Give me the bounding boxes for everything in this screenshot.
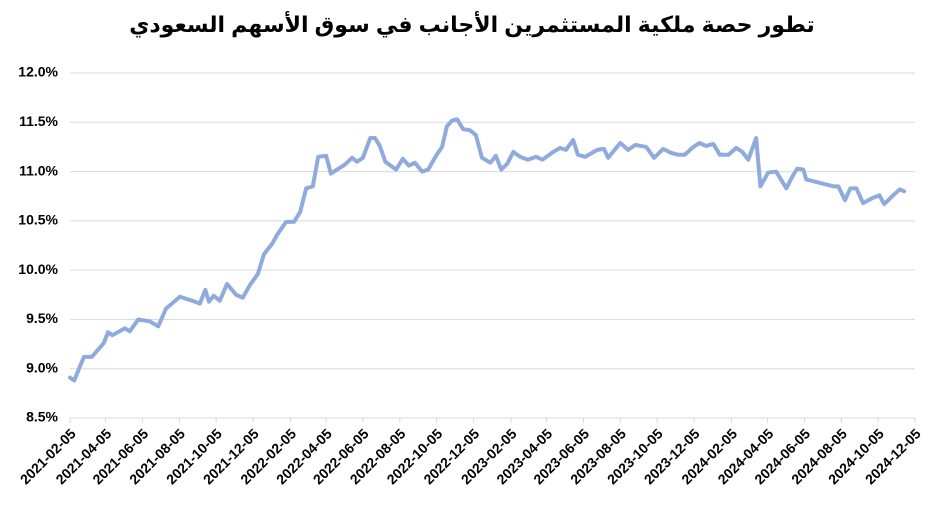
y-tick-label: 10.5% (18, 212, 58, 228)
y-tick-label: 11.5% (19, 113, 58, 129)
y-tick-label: 9.5% (26, 310, 58, 326)
y-tick-label: 10.0% (18, 261, 58, 277)
y-tick-label: 12.0% (18, 64, 58, 80)
data-line (68, 117, 907, 383)
y-tick-label: 11.0% (19, 162, 58, 178)
y-tick-label: 8.5% (26, 409, 58, 425)
chart-title: تطور حصة ملكية المستثمرين الأجانب في سوق… (129, 10, 815, 38)
y-tick-label: 9.0% (26, 359, 58, 375)
